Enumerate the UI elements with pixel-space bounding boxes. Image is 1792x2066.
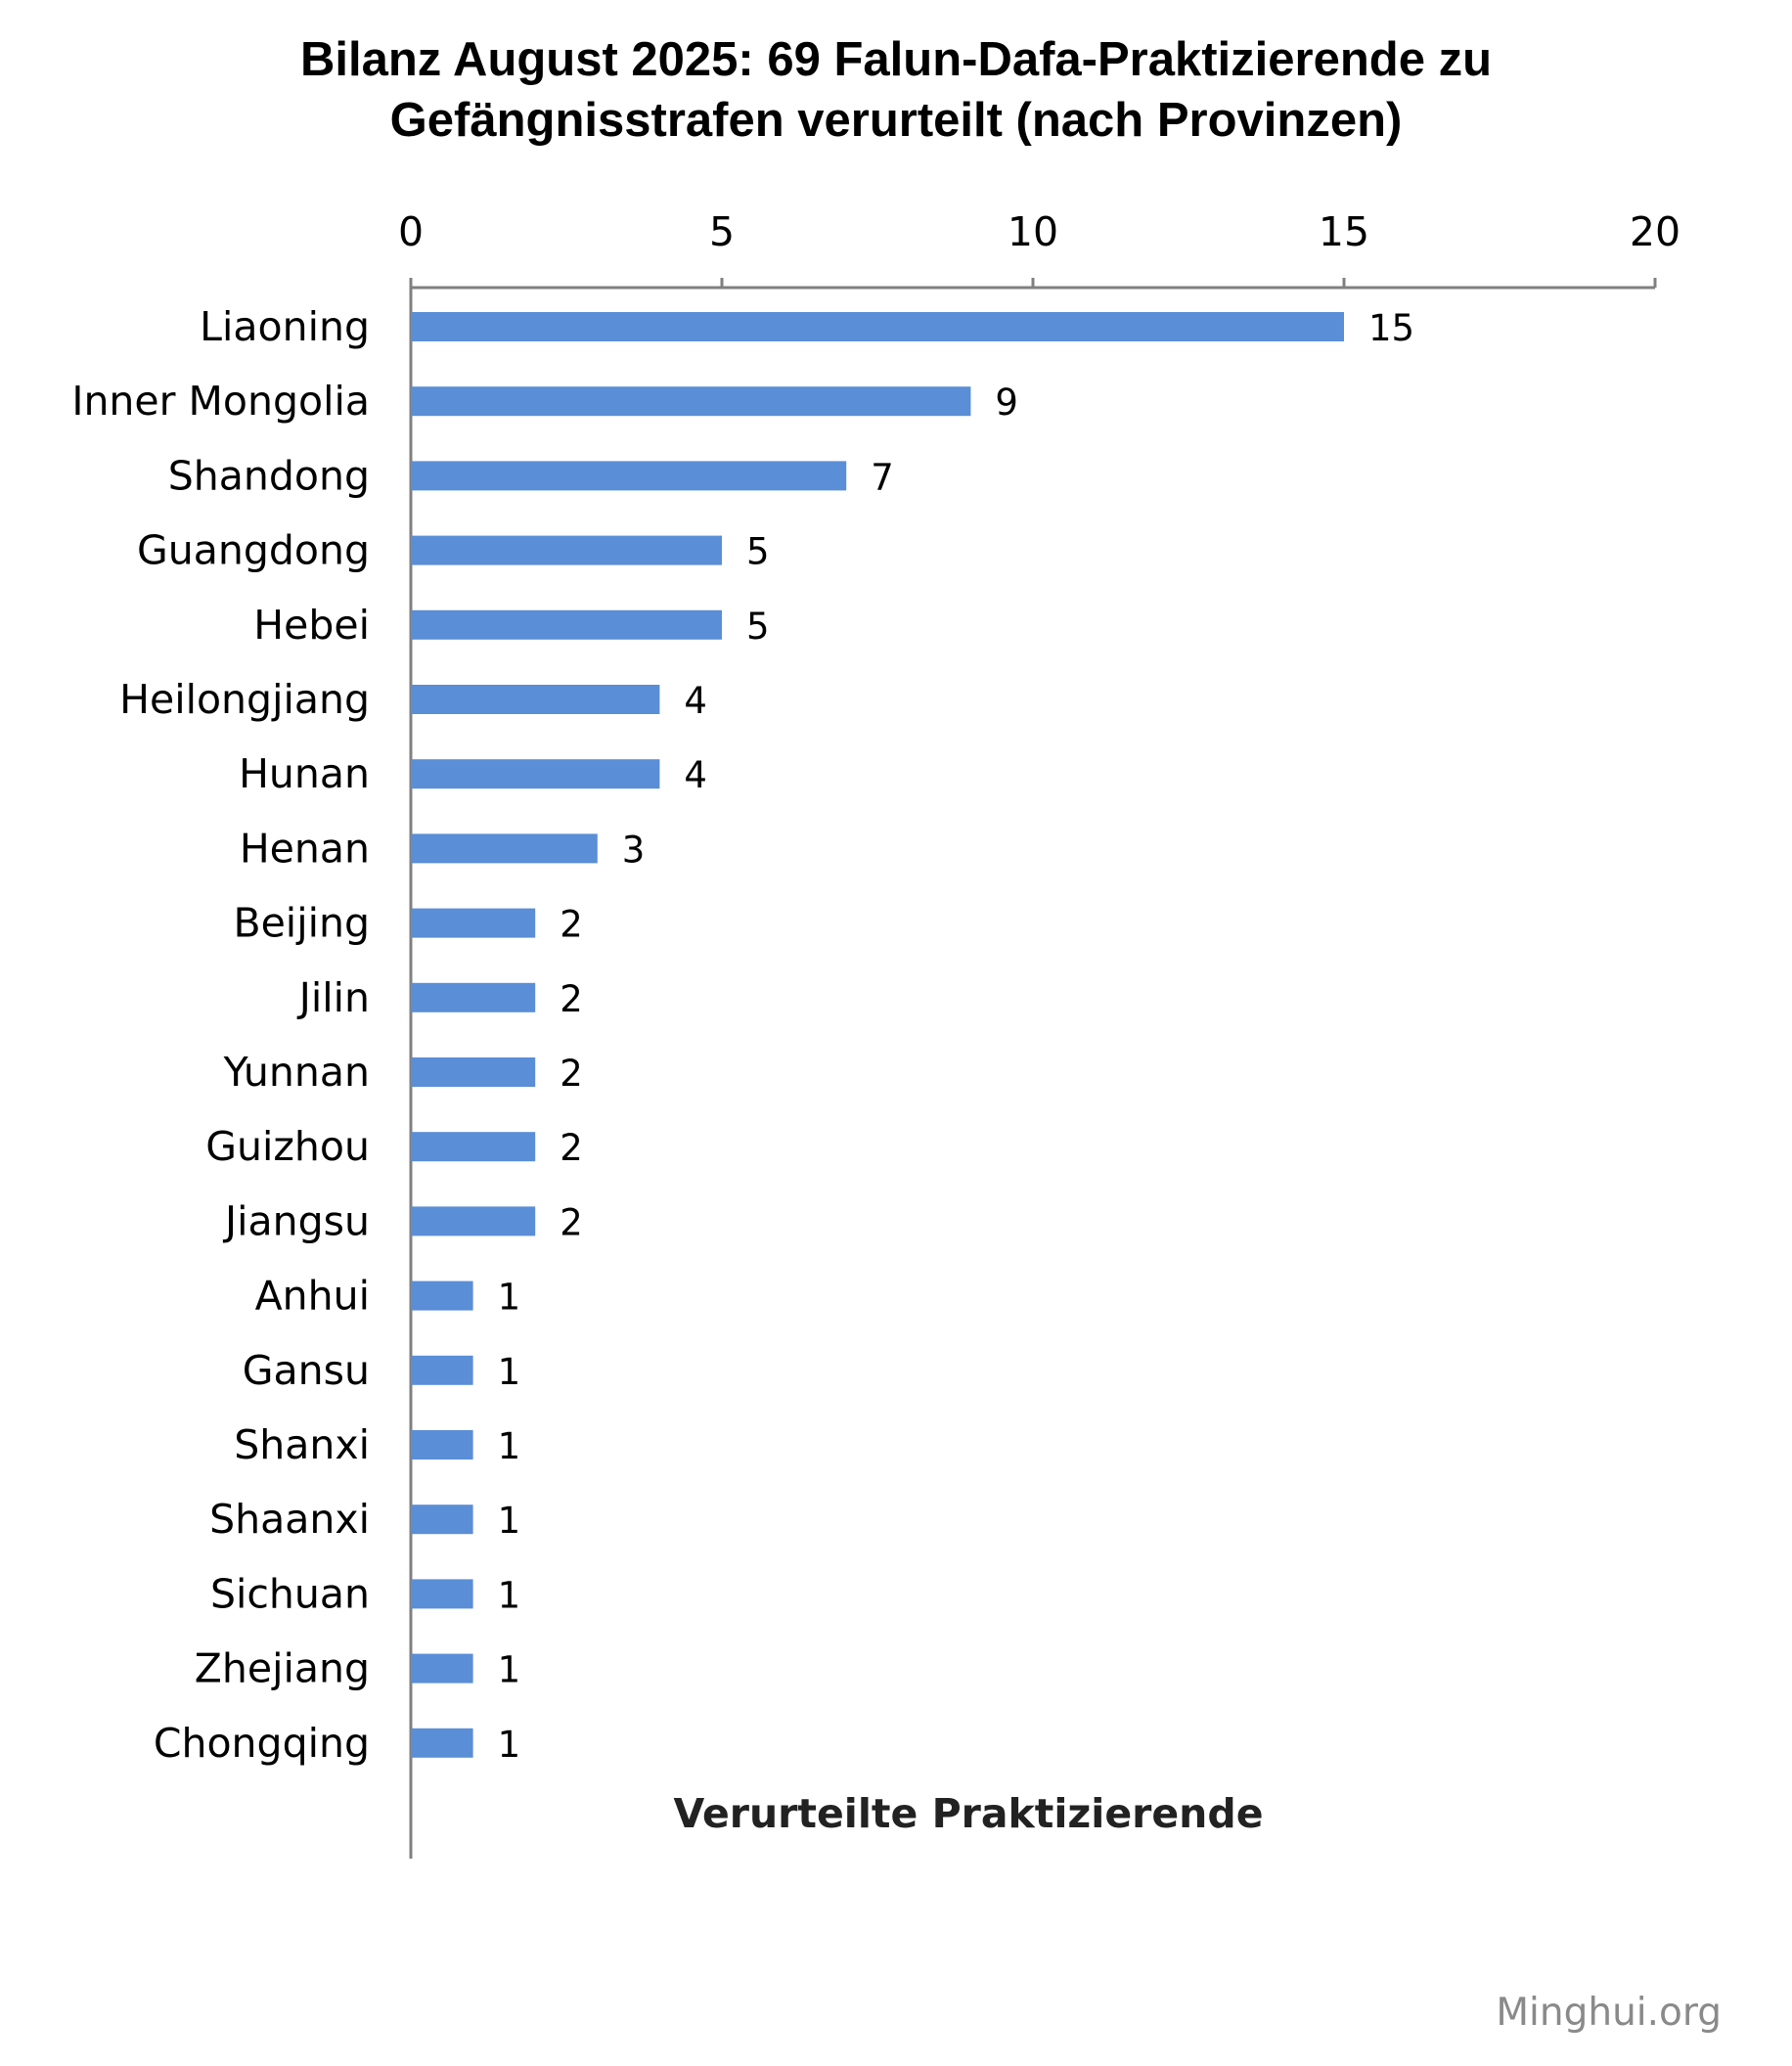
bar — [411, 609, 722, 640]
data-label: 2 — [560, 1053, 583, 1095]
bar — [411, 1728, 473, 1758]
category-label: Zhejiang — [195, 1645, 370, 1692]
category-label: Shandong — [168, 452, 370, 499]
x-tick-label: 15 — [1319, 208, 1369, 255]
category-label: Chongqing — [154, 1720, 370, 1767]
category-label: Hebei — [253, 602, 370, 649]
bar — [411, 1430, 473, 1460]
data-label: 1 — [498, 1351, 521, 1393]
category-label: Beijing — [233, 900, 370, 947]
data-label: 5 — [746, 606, 770, 648]
category-label: Yunnan — [223, 1049, 370, 1096]
bar — [411, 1355, 473, 1385]
category-label: Sichuan — [210, 1570, 370, 1617]
data-label: 2 — [560, 1201, 583, 1243]
bar — [411, 833, 598, 864]
data-label: 3 — [622, 829, 646, 871]
data-label: 15 — [1368, 307, 1414, 349]
category-label: Liaoning — [200, 303, 370, 350]
x-axis-title: Verurteilte Praktizierende — [673, 1790, 1263, 1837]
bar — [411, 1057, 536, 1087]
category-label: Guizhou — [205, 1123, 370, 1170]
bar — [411, 386, 971, 417]
chart-title-line-1: Bilanz August 2025: 69 Falun-Dafa-Prakti… — [299, 33, 1493, 86]
category-label: Henan — [240, 825, 370, 872]
data-label: 7 — [871, 456, 894, 498]
category-label: Shaanxi — [209, 1496, 370, 1543]
bar — [411, 1206, 536, 1236]
bar — [411, 1653, 473, 1684]
x-tick-label: 5 — [709, 208, 735, 255]
source-credit: Minghui.org — [1496, 1991, 1722, 2035]
chart-title-line-2: Gefängnisstrafen verurteilt (nach Provin… — [389, 94, 1403, 147]
x-tick-label: 20 — [1630, 208, 1680, 255]
category-label: Heilongjiang — [119, 676, 370, 723]
category-label: Shanxi — [234, 1421, 370, 1468]
data-label: 1 — [498, 1500, 521, 1542]
data-label: 1 — [498, 1574, 521, 1616]
bar — [411, 1132, 536, 1162]
data-label: 1 — [498, 1724, 521, 1766]
x-tick-label: 10 — [1008, 208, 1058, 255]
category-label: Hunan — [239, 750, 370, 797]
category-label: Gansu — [243, 1347, 370, 1394]
data-label: 2 — [560, 978, 583, 1020]
data-label: 1 — [498, 1649, 521, 1691]
data-label: 4 — [684, 680, 707, 722]
axis-layer: 0 5 10 15 20 — [398, 208, 1680, 1859]
data-label: 2 — [560, 904, 583, 946]
bar — [411, 759, 660, 789]
category-label: Jilin — [296, 974, 370, 1021]
bars-layer — [411, 312, 1344, 1758]
bar — [411, 908, 536, 938]
category-label: Guangdong — [137, 527, 370, 574]
data-label: 1 — [498, 1425, 521, 1467]
bar — [411, 535, 722, 565]
data-label: 4 — [684, 754, 707, 796]
bar — [411, 312, 1344, 341]
x-tick-label: 0 — [398, 208, 424, 255]
data-label: 1 — [498, 1277, 521, 1319]
data-label: 2 — [560, 1127, 583, 1169]
bar — [411, 982, 536, 1012]
bar — [411, 461, 847, 491]
data-label: 9 — [995, 382, 1018, 424]
category-label: Inner Mongolia — [71, 378, 370, 425]
bar — [411, 1579, 473, 1609]
data-label: 5 — [746, 531, 770, 573]
bar — [411, 1505, 473, 1535]
bar — [411, 1280, 473, 1311]
category-label: Anhui — [255, 1273, 370, 1320]
category-label: Jiangsu — [222, 1197, 370, 1244]
bar — [411, 685, 660, 714]
chart-title: Bilanz August 2025: 69 Falun-Dafa-Prakti… — [0, 29, 1792, 151]
